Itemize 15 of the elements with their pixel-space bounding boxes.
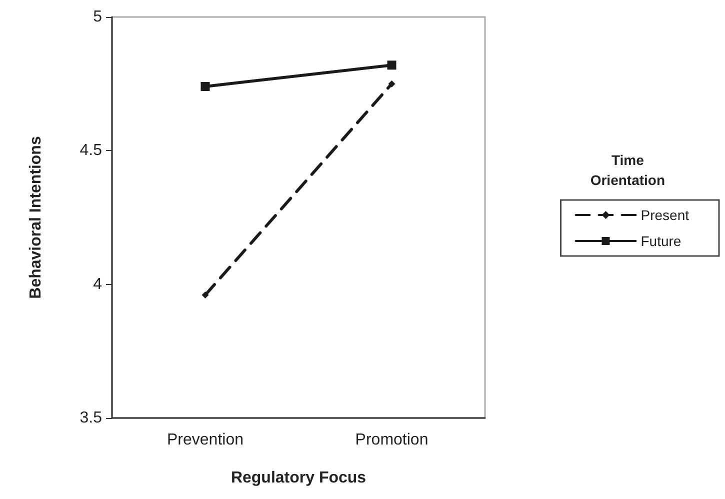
point xyxy=(202,292,209,299)
x-tick-label: Prevention xyxy=(167,432,244,448)
x-tick-label: Promotion xyxy=(355,432,428,448)
y-tick-label: 4 xyxy=(93,276,102,293)
y-tick-label: 3.5 xyxy=(80,410,102,426)
legend-title: Time Orientation xyxy=(590,152,665,188)
legend-label: Future xyxy=(640,233,682,249)
point xyxy=(388,80,396,88)
y-tick-label: 4.5 xyxy=(80,142,102,160)
y-axis-title: Behavioral Intentions xyxy=(28,136,44,299)
y-tick-label: 5 xyxy=(93,8,102,26)
x-axis-title: Regulatory Focus xyxy=(230,470,366,486)
legend-label: Present xyxy=(640,207,690,223)
point xyxy=(200,82,210,92)
point xyxy=(387,60,396,70)
